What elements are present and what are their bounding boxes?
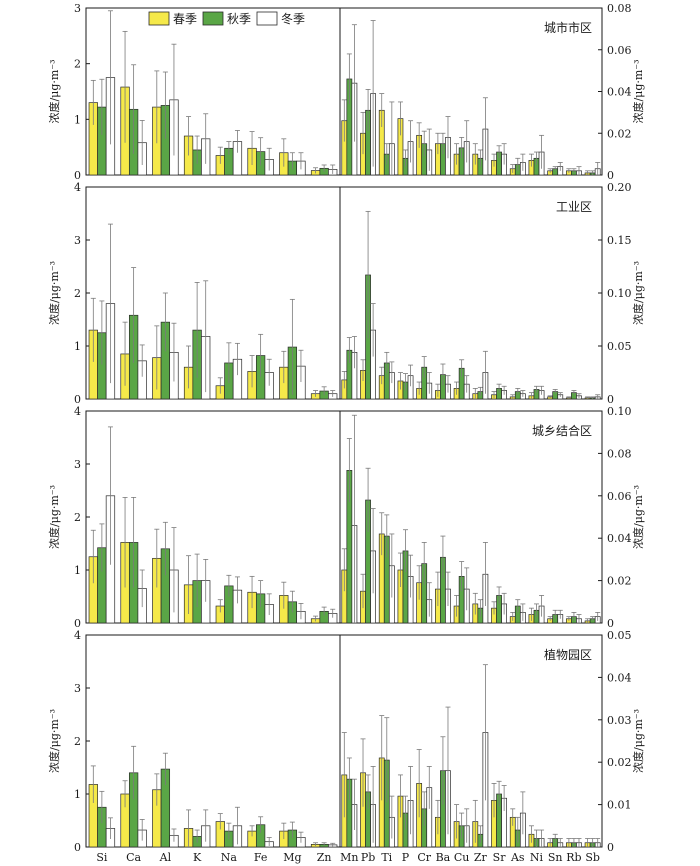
legend-swatch (202, 11, 224, 26)
x-tick-label: Sn (548, 851, 563, 864)
left-tick-label: 1 (74, 340, 81, 353)
right-tick-label: 0.05 (607, 340, 632, 353)
y-axis-label-right: 浓度/μg·m⁻³ (631, 59, 645, 123)
left-tick-label: 2 (74, 735, 81, 748)
x-tick-label: Mg (283, 851, 301, 864)
left-tick-label: 4 (74, 405, 81, 418)
left-tick-label: 0 (74, 169, 81, 182)
right-tick-label: 0.03 (607, 714, 632, 727)
right-tick-label: 0.04 (607, 86, 632, 99)
x-tick-label: Cu (454, 851, 470, 864)
x-tick-label: Rb (566, 851, 581, 864)
left-tick-label: 0 (74, 617, 81, 630)
right-tick-label: 0.01 (607, 799, 632, 812)
right-tick-label: 0.02 (607, 756, 632, 769)
right-tick-label: 0.08 (607, 2, 632, 15)
x-tick-label: K (193, 851, 202, 864)
left-tick-label: 3 (74, 234, 81, 247)
right-tick-label: 0 (607, 393, 614, 406)
left-tick-label: 2 (74, 511, 81, 524)
x-tick-label: Ti (381, 851, 392, 864)
legend: 春季 秋季 冬季 (148, 11, 305, 26)
left-tick-label: 1 (74, 564, 81, 577)
right-tick-label: 0.05 (607, 629, 632, 642)
x-tick-label: P (402, 851, 410, 864)
x-tick-label: Fe (254, 851, 268, 864)
legend-label: 冬季 (281, 11, 305, 26)
right-tick-label: 0 (607, 841, 614, 854)
left-tick-label: 3 (74, 2, 81, 15)
x-tick-label: Mn (340, 851, 358, 864)
right-tick-label: 0.04 (607, 532, 632, 545)
y-axis-label-right: 浓度/μg·m⁻³ (631, 261, 645, 325)
right-tick-label: 0.02 (607, 575, 632, 588)
x-tick-label: Zr (474, 851, 488, 864)
x-tick-label: Sb (585, 851, 600, 864)
x-tick-label: Sr (493, 851, 507, 864)
left-tick-label: 0 (74, 393, 81, 406)
x-tick-label: As (510, 851, 525, 864)
legend-swatch (256, 11, 278, 26)
panel-title: 植物园区 (544, 647, 592, 662)
panel-4: 0 1 2 3 4 0 0.01 0.02 0.03 0.04 0.05 浓度/μg·m⁻³ 浓度/μg… (47, 629, 645, 854)
right-tick-label: 0.20 (607, 181, 632, 194)
legend-label: 秋季 (227, 12, 251, 26)
x-tick-label: Al (159, 851, 172, 864)
x-tick-label: Na (221, 851, 238, 864)
panel-1: 0 1 2 3 0 0.02 0.04 0.06 0.08 浓度/μg·m⁻³ 浓度/μg·m⁻³ 城… (47, 2, 645, 182)
left-tick-label: 3 (74, 458, 81, 471)
x-tick-label: Zn (317, 851, 332, 864)
right-tick-label: 0.06 (607, 44, 632, 57)
x-tick-label: Pb (361, 851, 375, 864)
right-tick-label: 0.04 (607, 671, 632, 684)
left-tick-label: 1 (74, 113, 81, 126)
left-tick-label: 3 (74, 682, 81, 695)
right-tick-label: 0.08 (607, 447, 632, 460)
left-tick-label: 4 (74, 629, 81, 642)
legend-label: 春季 (173, 12, 197, 26)
y-axis-label-left: 浓度/μg·m⁻³ (47, 59, 61, 123)
left-tick-label: 1 (74, 788, 81, 801)
right-tick-label: 0.10 (607, 287, 632, 300)
left-tick-label: 2 (74, 58, 81, 71)
left-tick-label: 4 (74, 181, 81, 194)
left-tick-label: 0 (74, 841, 81, 854)
legend-swatch (148, 11, 170, 26)
y-axis-label-right: 浓度/μg·m⁻³ (631, 709, 645, 773)
x-tick-label: Si (96, 851, 108, 864)
panel-title: 城市市区 (544, 20, 592, 35)
x-tick-label: Ba (436, 851, 451, 864)
y-axis-label-right: 浓度/μg·m⁻³ (631, 485, 645, 549)
panel-2: 0 1 2 3 4 0 0.05 0.10 0.15 0.20 浓度/μg·m⁻³ 浓度/μg·m⁻³… (47, 181, 645, 406)
panel-title: 城乡结合区 (532, 423, 592, 438)
panel-3: 0 1 2 3 4 0 0.02 0.04 0.06 0.08 0.10 浓度/μg·m⁻³ 浓度/μg… (47, 405, 645, 630)
x-axis-labels: Si Ca Al K Na Fe Mg Zn Mn Pb Ti P Cr Ba Cu Zr Sr As Ni Sn Rb… (96, 851, 600, 864)
x-tick-label: Ni (530, 851, 544, 864)
right-tick-label: 0.15 (607, 234, 632, 247)
right-tick-label: 0.06 (607, 490, 632, 503)
x-tick-label: Ca (126, 851, 141, 864)
right-tick-label: 0.02 (607, 127, 632, 140)
right-tick-label: 0 (607, 169, 614, 182)
y-axis-label-left: 浓度/μg·m⁻³ (47, 261, 61, 325)
panel-title: 工业区 (556, 200, 592, 214)
y-axis-label-left: 浓度/μg·m⁻³ (47, 485, 61, 549)
right-tick-label: 0 (607, 617, 614, 630)
right-tick-label: 0.10 (607, 405, 632, 418)
x-tick-label: Cr (417, 851, 431, 864)
y-axis-label-left: 浓度/μg·m⁻³ (47, 709, 61, 773)
left-tick-label: 2 (74, 287, 81, 300)
